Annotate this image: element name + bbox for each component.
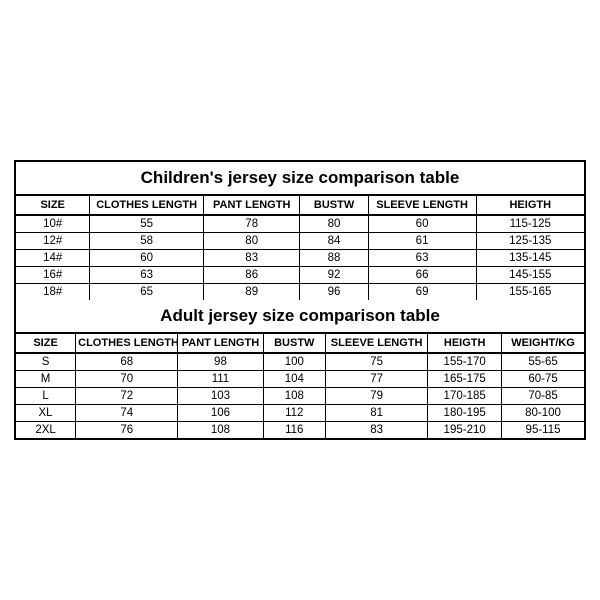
- cell: 12#: [16, 233, 90, 250]
- cell: 96: [300, 284, 368, 301]
- cell: 16#: [16, 267, 90, 284]
- cell: 195-210: [428, 422, 502, 439]
- cell: 108: [178, 422, 263, 439]
- cell: 88: [300, 250, 368, 267]
- cell: 74: [76, 405, 178, 422]
- cell: 125-135: [476, 233, 584, 250]
- cell: 89: [203, 284, 300, 301]
- cell: 78: [203, 215, 300, 233]
- cell: 145-155: [476, 267, 584, 284]
- cell: 165-175: [428, 371, 502, 388]
- cell: 60: [368, 215, 476, 233]
- cell: 66: [368, 267, 476, 284]
- cell: 10#: [16, 215, 90, 233]
- size-tables-container: Children's jersey size comparison table …: [14, 160, 586, 440]
- col-bustw: BUSTW: [263, 333, 325, 353]
- table-row: 2XL 76 108 116 83 195-210 95-115: [16, 422, 584, 439]
- table-row: 10# 55 78 80 60 115-125: [16, 215, 584, 233]
- col-clothes-length: CLOTHES LENGTH: [90, 195, 204, 215]
- cell: 115-125: [476, 215, 584, 233]
- cell: 106: [178, 405, 263, 422]
- cell: 2XL: [16, 422, 76, 439]
- col-bustw: BUSTW: [300, 195, 368, 215]
- cell: 92: [300, 267, 368, 284]
- cell: 58: [90, 233, 204, 250]
- cell: 111: [178, 371, 263, 388]
- col-sleeve-length: SLEEVE LENGTH: [326, 333, 428, 353]
- col-heigth: HEIGTH: [428, 333, 502, 353]
- col-pant-length: PANT LENGTH: [203, 195, 300, 215]
- table-row: 18# 65 89 96 69 155-165: [16, 284, 584, 301]
- cell: 108: [263, 388, 325, 405]
- col-size: SIZE: [16, 195, 90, 215]
- adult-title-table: Adult jersey size comparison table: [16, 300, 584, 332]
- cell: 70-85: [502, 388, 584, 405]
- cell: 65: [90, 284, 204, 301]
- cell: 95-115: [502, 422, 584, 439]
- cell: 76: [76, 422, 178, 439]
- cell: 55-65: [502, 353, 584, 371]
- cell: 98: [178, 353, 263, 371]
- col-pant-length: PANT LENGTH: [178, 333, 263, 353]
- cell: 18#: [16, 284, 90, 301]
- cell: 69: [368, 284, 476, 301]
- cell: 79: [326, 388, 428, 405]
- cell: 104: [263, 371, 325, 388]
- table-row: L 72 103 108 79 170-185 70-85: [16, 388, 584, 405]
- cell: 83: [326, 422, 428, 439]
- cell: 14#: [16, 250, 90, 267]
- cell: 83: [203, 250, 300, 267]
- cell: XL: [16, 405, 76, 422]
- cell: 72: [76, 388, 178, 405]
- cell: M: [16, 371, 76, 388]
- table-row: 16# 63 86 92 66 145-155: [16, 267, 584, 284]
- cell: 70: [76, 371, 178, 388]
- cell: 60-75: [502, 371, 584, 388]
- cell: 155-165: [476, 284, 584, 301]
- table-row: S 68 98 100 75 155-170 55-65: [16, 353, 584, 371]
- cell: 63: [368, 250, 476, 267]
- children-table-title: Children's jersey size comparison table: [16, 162, 584, 194]
- cell: 80-100: [502, 405, 584, 422]
- cell: 86: [203, 267, 300, 284]
- cell: 116: [263, 422, 325, 439]
- cell: 68: [76, 353, 178, 371]
- cell: 55: [90, 215, 204, 233]
- page: Children's jersey size comparison table …: [0, 0, 600, 600]
- cell: 180-195: [428, 405, 502, 422]
- col-heigth: HEIGTH: [476, 195, 584, 215]
- cell: 155-170: [428, 353, 502, 371]
- table-row: 12# 58 80 84 61 125-135: [16, 233, 584, 250]
- cell: 77: [326, 371, 428, 388]
- col-size: SIZE: [16, 333, 76, 353]
- cell: 75: [326, 353, 428, 371]
- cell: 63: [90, 267, 204, 284]
- adult-header-row: SIZE CLOTHES LENGTH PANT LENGTH BUSTW SL…: [16, 333, 584, 353]
- cell: 103: [178, 388, 263, 405]
- children-title-table: Children's jersey size comparison table: [16, 162, 584, 194]
- col-weight: WEIGHT/KG: [502, 333, 584, 353]
- cell: 112: [263, 405, 325, 422]
- cell: 81: [326, 405, 428, 422]
- children-size-table: SIZE CLOTHES LENGTH PANT LENGTH BUSTW SL…: [16, 194, 584, 300]
- cell: 60: [90, 250, 204, 267]
- cell: 100: [263, 353, 325, 371]
- col-clothes-length: CLOTHES LENGTH: [76, 333, 178, 353]
- cell: S: [16, 353, 76, 371]
- cell: 61: [368, 233, 476, 250]
- table-row: M 70 111 104 77 165-175 60-75: [16, 371, 584, 388]
- col-sleeve-length: SLEEVE LENGTH: [368, 195, 476, 215]
- adult-table-title: Adult jersey size comparison table: [16, 300, 584, 332]
- children-header-row: SIZE CLOTHES LENGTH PANT LENGTH BUSTW SL…: [16, 195, 584, 215]
- cell: 80: [300, 215, 368, 233]
- table-row: XL 74 106 112 81 180-195 80-100: [16, 405, 584, 422]
- cell: 80: [203, 233, 300, 250]
- cell: 170-185: [428, 388, 502, 405]
- table-row: 14# 60 83 88 63 135-145: [16, 250, 584, 267]
- adult-size-table: SIZE CLOTHES LENGTH PANT LENGTH BUSTW SL…: [16, 332, 584, 438]
- cell: 135-145: [476, 250, 584, 267]
- cell: L: [16, 388, 76, 405]
- cell: 84: [300, 233, 368, 250]
